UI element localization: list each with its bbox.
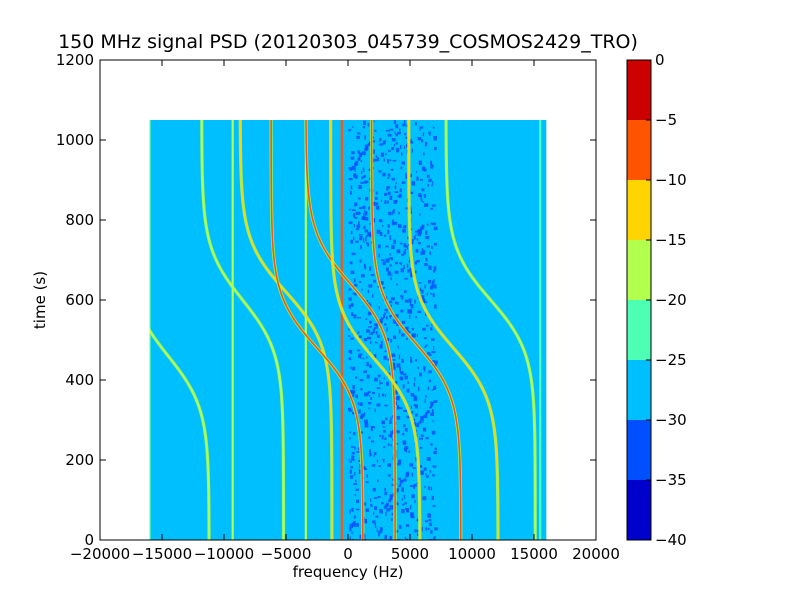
x-tick-label: 5000: [391, 545, 429, 563]
colorbar: −40 −35 −30 −25 −20 −15 −10 −5 0: [626, 51, 687, 549]
doppler-track-8: [445, 120, 537, 540]
doppler-track-0: [149, 328, 210, 540]
x-tick-label: −20000: [70, 545, 130, 563]
doppler-track-6: [370, 120, 462, 540]
x-tick-label: −15000: [132, 545, 192, 563]
x-tick-label: −10000: [194, 545, 254, 563]
colorbar-tick-label: −15: [655, 231, 687, 249]
x-tick-label: 15000: [510, 545, 558, 563]
colorbar-tick-label: −30: [655, 411, 687, 429]
colorbar-segment: [627, 420, 651, 480]
x-tick-label: 20000: [572, 545, 620, 563]
chart-title: 150 MHz signal PSD (20120303_045739_COSM…: [58, 31, 638, 53]
y-tick-label: 0: [84, 531, 94, 549]
x-tick-label: 0: [343, 545, 353, 563]
y-tick-label: 800: [65, 211, 94, 229]
doppler-track-1: [200, 120, 285, 540]
y-tick-label: 1200: [56, 51, 94, 69]
x-axis: −20000 −15000 −10000 −5000 0 5000 10000 15000 20…: [70, 60, 620, 563]
colorbar-segment: [627, 120, 651, 180]
colorbar-segment: [627, 480, 651, 540]
plot-area: [99, 59, 597, 541]
colorbar-tick-label: 0: [655, 51, 665, 69]
y-tick-label: 600: [65, 291, 94, 309]
colorbar-segment: [627, 240, 651, 300]
colorbar-tick-label: −35: [655, 471, 687, 489]
colorbar-segment: [627, 360, 651, 420]
noise-band: [348, 120, 438, 540]
y-tick-label: 1000: [56, 131, 94, 149]
x-tick-label: −5000: [261, 545, 312, 563]
colorbar-tick-label: −25: [655, 351, 687, 369]
spectrogram-background: [149, 120, 547, 540]
doppler-track-2: [239, 120, 333, 540]
doppler-track-7: [407, 120, 499, 540]
x-tick-label: 10000: [448, 545, 496, 563]
doppler-track-4: [305, 120, 396, 540]
spectrogram-image: [149, 120, 547, 540]
colorbar-segment: [627, 180, 651, 240]
y-axis-label: time (s): [31, 271, 49, 329]
colorbar-segment: [627, 60, 651, 120]
colorbar-tick-label: −40: [655, 531, 687, 549]
colorbar-tick-label: −20: [655, 291, 687, 309]
doppler-track-5: [329, 120, 421, 540]
y-tick-label: 400: [65, 371, 94, 389]
doppler-track-3: [270, 120, 364, 540]
colorbar-segment: [627, 300, 651, 360]
y-tick-label: 200: [65, 451, 94, 469]
colorbar-tick-label: −10: [655, 171, 687, 189]
x-axis-label: frequency (Hz): [293, 563, 404, 581]
colorbar-tick-label: −5: [655, 111, 677, 129]
y-axis: 0 200 400 600 800 1000 1200: [56, 51, 596, 549]
